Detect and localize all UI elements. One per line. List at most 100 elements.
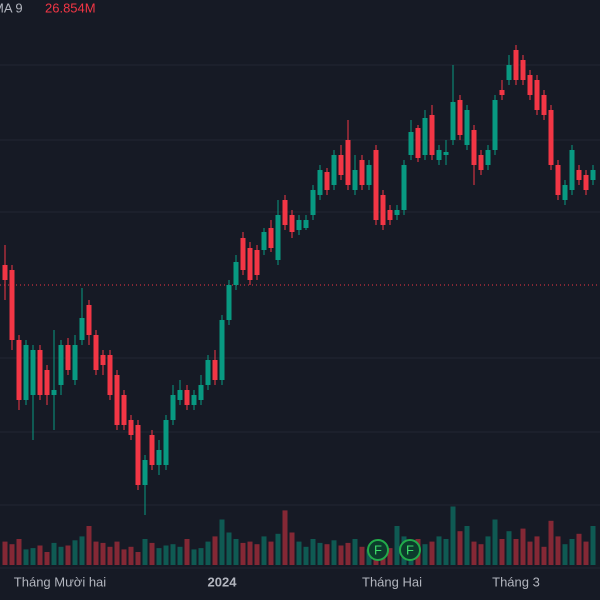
candle-body <box>170 395 176 420</box>
candle-body <box>268 228 274 248</box>
candle-body <box>555 165 561 195</box>
event-marker[interactable] <box>399 539 421 561</box>
volume-bar <box>79 536 85 565</box>
volume-bar <box>548 520 554 565</box>
candle-body <box>408 132 414 155</box>
volume-bar <box>338 545 344 565</box>
candle-body <box>23 345 29 400</box>
candle-body <box>562 185 568 200</box>
x-tick-label: Tháng Hai <box>362 574 422 589</box>
candle-body <box>51 390 57 395</box>
volume-bar <box>513 539 519 565</box>
volume-bar <box>478 544 484 565</box>
candle-body <box>527 75 533 95</box>
event-marker[interactable] <box>367 539 389 561</box>
event-markers: F F <box>367 539 421 561</box>
volume-bar <box>443 539 449 565</box>
volume-bar <box>128 546 134 565</box>
candle-body <box>317 170 323 195</box>
volume-bar <box>534 536 540 565</box>
candle-body <box>93 335 99 370</box>
candle-body <box>58 345 64 385</box>
x-tick-label: Tháng Mười hai <box>14 574 106 589</box>
event-label: F <box>374 542 382 557</box>
volume-bar <box>9 544 15 565</box>
candle-body <box>394 210 400 215</box>
candle-body <box>583 175 589 190</box>
volume-bar <box>86 526 92 565</box>
candle-body <box>65 345 71 370</box>
candle-body <box>247 248 253 280</box>
volume-bar <box>30 548 36 565</box>
volume-bar <box>65 545 71 565</box>
candle-body <box>114 375 120 425</box>
volume-bar <box>352 539 358 565</box>
candle-body <box>548 110 554 165</box>
candle-body <box>338 155 344 175</box>
volume-bar <box>576 533 582 565</box>
volume-bar <box>2 541 8 565</box>
volume-bar <box>254 544 260 565</box>
candle-body <box>576 170 582 180</box>
volume-bar <box>282 510 288 565</box>
candle-body <box>9 270 15 340</box>
candle-body <box>30 350 36 395</box>
candle-body <box>422 118 428 155</box>
candle-body <box>478 155 484 170</box>
candle-body <box>184 390 190 405</box>
candle-body <box>149 435 155 465</box>
volume-bar <box>331 540 337 565</box>
volume-bar <box>93 541 99 565</box>
volume-bar <box>485 536 491 565</box>
legend-value: 26.854M <box>45 0 96 15</box>
volume-bar <box>107 546 113 565</box>
event-label: F <box>406 542 414 557</box>
volume-bar <box>471 541 477 565</box>
candle-body <box>471 130 477 165</box>
candle-body <box>72 345 78 380</box>
volume-bar <box>275 533 281 565</box>
candle-body <box>289 215 295 232</box>
volume-bar <box>261 536 267 565</box>
candle-body <box>310 190 316 215</box>
volume-bar <box>555 536 561 565</box>
volume-bar <box>506 531 512 565</box>
candle-body <box>366 165 372 185</box>
volume-bar <box>268 541 274 565</box>
candle-body <box>282 200 288 225</box>
volume-bar <box>527 541 533 565</box>
volume-bar <box>569 539 575 565</box>
volume-bar <box>422 544 428 565</box>
candle-body <box>506 65 512 80</box>
volume-bar <box>135 552 141 565</box>
volume-bar <box>296 541 302 565</box>
candle-body <box>345 140 351 185</box>
legend-label: MA 9 <box>0 0 23 15</box>
candle-body <box>205 360 211 385</box>
candle-body <box>534 80 540 110</box>
candle-body <box>464 110 470 145</box>
candle-body <box>415 128 421 158</box>
candle-body <box>513 50 519 80</box>
volume-bar <box>324 544 330 565</box>
candle-body <box>429 115 435 155</box>
volume-bar <box>219 519 225 565</box>
candle-body <box>485 150 491 165</box>
candle-body <box>219 320 225 380</box>
candle-body <box>44 370 50 395</box>
volume-bar <box>464 526 470 565</box>
plot <box>0 45 600 565</box>
candle-body <box>520 60 526 80</box>
candle-body <box>254 250 260 275</box>
candle-body <box>135 425 141 485</box>
candle-body <box>233 262 239 285</box>
candle-body <box>443 152 449 155</box>
volume-bar <box>51 542 57 565</box>
candle-body <box>2 265 8 280</box>
volume-bar <box>541 546 547 565</box>
candle-body <box>163 420 169 465</box>
candle-body <box>177 390 183 400</box>
candle-body <box>457 100 463 135</box>
